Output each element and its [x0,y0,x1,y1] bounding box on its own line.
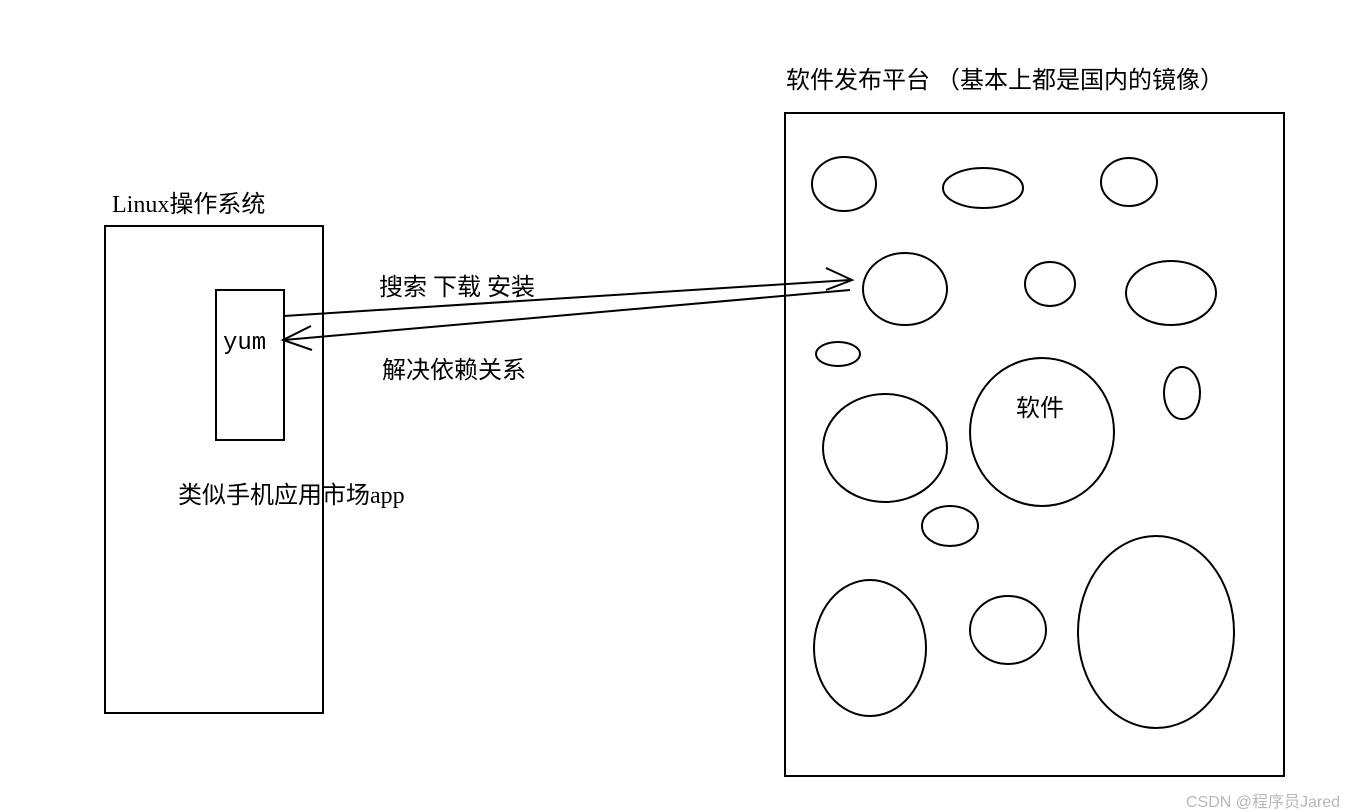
software-ellipse-7 [1164,367,1200,419]
software-ellipse-9 [970,358,1114,506]
app-store-label: 类似手机应用市场app [178,475,405,510]
software-ellipse-12 [970,596,1046,664]
arrow-top-head [826,268,852,290]
software-ellipse-6 [816,342,860,366]
software-ellipse-11 [814,580,926,716]
yum-box [216,290,284,440]
software-ellipse-5 [1126,261,1216,325]
software-ellipses [812,157,1234,728]
arrow-bottom-label: 解决依赖关系 [382,350,526,385]
software-ellipse-13 [1078,536,1234,728]
software-ellipse-10 [922,506,978,546]
arrow-top-label: 搜索 下载 安装 [379,267,535,302]
software-ellipse-3 [863,253,947,325]
software-ellipse-2 [1101,158,1157,206]
software-ellipse-1 [943,168,1023,208]
yum-label: yum [223,330,266,357]
watermark: CSDN @程序员Jared [1186,788,1340,812]
platform-title: 软件发布平台 （基本上都是国内的镜像） [786,60,1224,95]
software-ellipse-4 [1025,262,1075,306]
software-ellipse-8 [823,394,947,502]
diagram-svg [0,0,1359,810]
linux-title: Linux操作系统 [112,184,265,219]
software-ellipse-0 [812,157,876,211]
platform-box [785,113,1284,776]
software-label: 软件 [1016,388,1064,423]
linux-box [105,226,323,713]
